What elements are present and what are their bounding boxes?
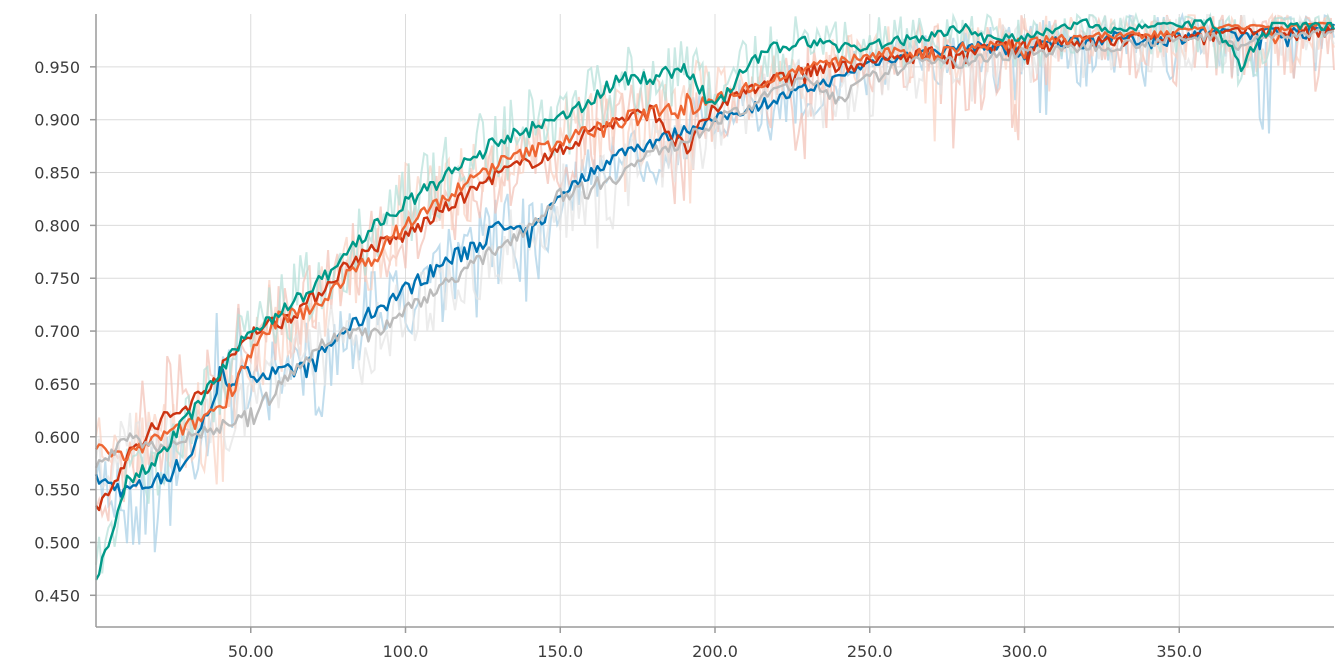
y-tick-label: 0.950 xyxy=(34,58,80,77)
x-tick-label: 100.0 xyxy=(383,642,429,661)
x-tick-label: 250.0 xyxy=(847,642,893,661)
series-line xyxy=(94,17,1336,581)
series-line xyxy=(94,23,1336,498)
y-tick-label: 0.800 xyxy=(34,216,80,235)
y-tick-label: 0.550 xyxy=(34,481,80,500)
y-tick-label: 0.500 xyxy=(34,533,80,552)
y-tick-label: 0.450 xyxy=(34,586,80,605)
x-tick-label: 350.0 xyxy=(1156,642,1202,661)
tick-label-layer: 0.450 0.500 0.550 0.600 0.650 0.700 0.750 0.800… xyxy=(34,58,1202,661)
y-tick-label: 0.900 xyxy=(34,111,80,130)
y-tick-label: 0.600 xyxy=(34,428,80,447)
x-tick-label: 150.0 xyxy=(537,642,583,661)
y-tick-label: 0.850 xyxy=(34,164,80,183)
series-line xyxy=(94,28,1335,469)
x-tick-label: 50.00 xyxy=(228,642,274,661)
x-tick-label: 300.0 xyxy=(1002,642,1048,661)
x-tick-label: 200.0 xyxy=(692,642,738,661)
y-tick-label: 0.750 xyxy=(34,269,80,288)
y-tick-label: 0.650 xyxy=(34,375,80,394)
raw-series-line xyxy=(95,11,1335,574)
smoothed-series-layer xyxy=(94,17,1336,581)
y-tick-label: 0.700 xyxy=(34,322,80,341)
axis-layer xyxy=(90,14,1334,633)
